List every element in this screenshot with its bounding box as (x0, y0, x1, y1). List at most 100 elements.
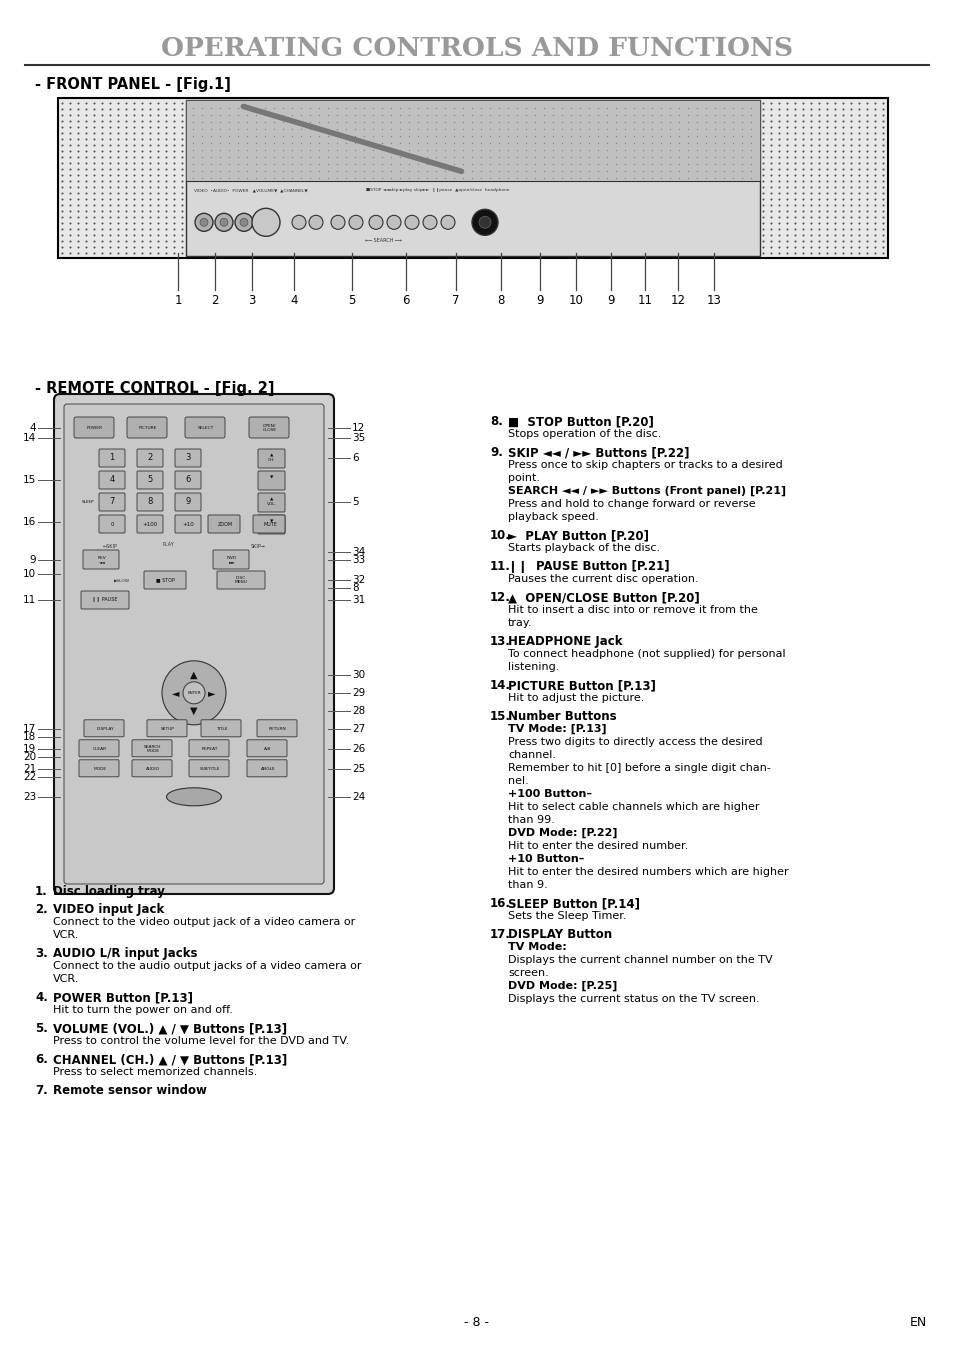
FancyBboxPatch shape (127, 417, 167, 438)
Circle shape (440, 216, 455, 229)
Text: playback speed.: playback speed. (507, 512, 598, 522)
FancyBboxPatch shape (74, 417, 113, 438)
FancyBboxPatch shape (257, 470, 285, 491)
Text: 30: 30 (352, 670, 365, 679)
Text: To connect headphone (not supplied) for personal: To connect headphone (not supplied) for … (507, 648, 785, 659)
Circle shape (252, 209, 280, 236)
Text: Press and hold to change forward or reverse: Press and hold to change forward or reve… (507, 499, 755, 510)
Text: Remember to hit [0] before a single digit chan-: Remember to hit [0] before a single digi… (507, 763, 770, 772)
Text: ■ STOP: ■ STOP (155, 577, 174, 582)
Text: 7: 7 (110, 497, 114, 507)
Text: Connect to the audio output jacks of a video camera or: Connect to the audio output jacks of a v… (53, 961, 361, 971)
Text: SEARCH
MODE: SEARCH MODE (144, 744, 162, 754)
Text: 17.: 17. (490, 927, 511, 941)
FancyBboxPatch shape (247, 760, 287, 776)
Circle shape (183, 682, 205, 704)
Circle shape (478, 216, 491, 228)
Text: 4: 4 (110, 476, 114, 484)
Text: AUDIO: AUDIO (146, 767, 160, 771)
Text: 15.: 15. (490, 710, 511, 723)
Text: PLAY: PLAY (162, 542, 173, 546)
Text: DISC
MENU: DISC MENU (234, 576, 247, 584)
FancyBboxPatch shape (174, 515, 201, 532)
Text: 18: 18 (23, 732, 36, 741)
Text: Hit to enter the desired number.: Hit to enter the desired number. (507, 841, 687, 851)
FancyBboxPatch shape (81, 590, 129, 609)
Text: screen.: screen. (507, 968, 548, 979)
Text: SEARCH ◄◄ / ►► Buttons (Front panel) [P.21]: SEARCH ◄◄ / ►► Buttons (Front panel) [P.… (507, 487, 785, 496)
Circle shape (234, 213, 253, 232)
Text: 16: 16 (23, 518, 36, 527)
Text: nel.: nel. (507, 776, 528, 786)
Text: 5.: 5. (35, 1022, 48, 1035)
Text: 28: 28 (352, 706, 365, 716)
Text: 33: 33 (352, 555, 365, 565)
FancyBboxPatch shape (174, 449, 201, 466)
Text: Starts playback of the disc.: Starts playback of the disc. (507, 543, 659, 553)
FancyBboxPatch shape (147, 720, 187, 737)
Text: 12: 12 (352, 423, 365, 433)
Text: 4: 4 (30, 423, 36, 433)
Text: 2.: 2. (35, 903, 48, 917)
Text: +100: +100 (142, 522, 157, 527)
Text: DVD Mode: [P.22]: DVD Mode: [P.22] (507, 828, 617, 838)
Text: 9.: 9. (490, 446, 502, 460)
Text: ▲
VOL.: ▲ VOL. (267, 497, 276, 507)
Circle shape (214, 213, 233, 232)
Circle shape (422, 216, 436, 229)
Text: EN: EN (908, 1316, 925, 1329)
Text: 3: 3 (248, 294, 255, 307)
Text: point.: point. (507, 473, 539, 483)
Text: 8.: 8. (490, 415, 502, 429)
FancyBboxPatch shape (54, 394, 334, 894)
FancyBboxPatch shape (249, 417, 289, 438)
Text: 3.: 3. (35, 948, 48, 960)
Text: Pauses the current disc operation.: Pauses the current disc operation. (507, 574, 698, 584)
Text: Press to select memorized channels.: Press to select memorized channels. (53, 1068, 257, 1077)
Text: TV Mode: [P.13]: TV Mode: [P.13] (507, 724, 606, 735)
FancyBboxPatch shape (144, 572, 186, 589)
Text: SUBTITLE: SUBTITLE (199, 767, 220, 771)
Text: Press to control the volume level for the DVD and TV.: Press to control the volume level for th… (53, 1037, 349, 1046)
Text: Hit to select cable channels which are higher: Hit to select cable channels which are h… (507, 802, 759, 811)
Text: Press two digits to directly access the desired: Press two digits to directly access the … (507, 737, 761, 747)
FancyBboxPatch shape (99, 470, 125, 489)
Circle shape (240, 218, 248, 226)
Text: OPEN/
CLOSE: OPEN/ CLOSE (263, 423, 276, 433)
Text: Press once to skip chapters or tracks to a desired: Press once to skip chapters or tracks to… (507, 460, 781, 470)
Text: Displays the current channel number on the TV: Displays the current channel number on t… (507, 954, 772, 965)
Text: PICTURE Button [P.13]: PICTURE Button [P.13] (507, 679, 656, 692)
Text: +100 Button–: +100 Button– (507, 789, 592, 799)
Text: 27: 27 (352, 724, 365, 733)
Bar (186, 100, 760, 256)
Text: FWD
►►: FWD ►► (227, 555, 236, 565)
Text: 1.: 1. (35, 886, 48, 898)
FancyBboxPatch shape (99, 449, 125, 466)
Text: DVD Mode: [P.25]: DVD Mode: [P.25] (507, 981, 617, 991)
Text: SKIP→: SKIP→ (251, 543, 265, 549)
Text: REPEAT: REPEAT (202, 747, 218, 751)
Text: 3: 3 (185, 453, 191, 462)
Text: - 8 -: - 8 - (464, 1316, 489, 1329)
FancyBboxPatch shape (174, 493, 201, 511)
Text: ▼: ▼ (190, 706, 197, 716)
Text: Displays the current status on the TV screen.: Displays the current status on the TV sc… (507, 993, 759, 1004)
FancyBboxPatch shape (79, 760, 119, 776)
Text: VIDEO  •AUDIO•  POWER   ▲VOLUME▼  ▲CHANNEL▼: VIDEO •AUDIO• POWER ▲VOLUME▼ ▲CHANNEL▼ (193, 189, 308, 193)
Text: 34: 34 (352, 547, 365, 557)
FancyBboxPatch shape (216, 572, 265, 589)
Text: Hit to insert a disc into or remove it from the: Hit to insert a disc into or remove it f… (507, 605, 757, 615)
FancyBboxPatch shape (174, 470, 201, 489)
Text: 14: 14 (23, 433, 36, 443)
Text: 8: 8 (497, 294, 504, 307)
Text: 19: 19 (23, 744, 36, 754)
Text: ■  STOP Button [P.20]: ■ STOP Button [P.20] (507, 415, 653, 429)
Circle shape (194, 213, 213, 232)
Text: 17: 17 (23, 724, 36, 733)
Text: 9: 9 (30, 555, 36, 565)
FancyBboxPatch shape (257, 493, 285, 512)
Text: DISPLAY: DISPLAY (96, 727, 113, 731)
Text: 4: 4 (290, 294, 297, 307)
FancyBboxPatch shape (99, 493, 125, 511)
Text: PICTURE: PICTURE (139, 426, 157, 430)
